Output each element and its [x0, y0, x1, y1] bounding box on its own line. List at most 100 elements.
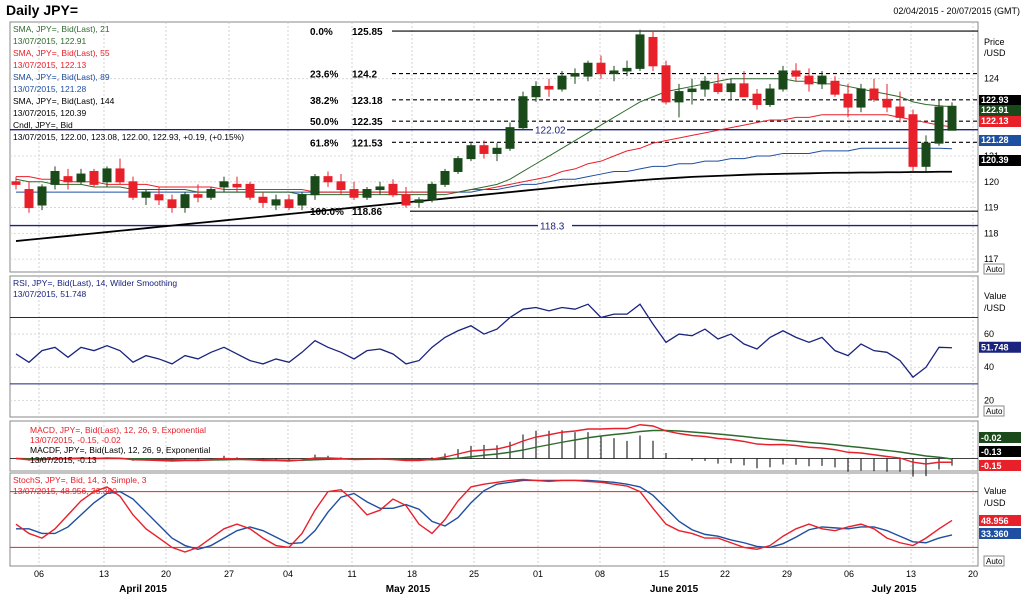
auto-label: Auto [986, 265, 1003, 274]
candle-body [895, 106, 905, 118]
fib-value-label: 125.85 [352, 27, 383, 38]
candle-body [570, 73, 580, 77]
candle-body [674, 91, 684, 103]
hline-label-bg [533, 123, 567, 135]
y-axis-label: Value [984, 486, 1006, 496]
candle-body [115, 168, 125, 183]
x-tick-label: 13 [906, 569, 916, 579]
candle-body [583, 62, 593, 77]
candle-body [24, 189, 34, 209]
y-axis-label: /USD [984, 48, 1006, 58]
price-value-box [979, 155, 1021, 166]
legend-name: Cndl, JPY=, Bid [13, 120, 73, 130]
auto-label: Auto [986, 407, 1003, 416]
legend-name: SMA, JPY=, Bid(Last), 55 [13, 48, 110, 58]
macd-value-box [979, 460, 1021, 471]
legend-value: 13/07/2015, 121.28 [13, 84, 87, 94]
candle-body [76, 173, 86, 183]
candle-body [804, 75, 814, 85]
month-label: April 2015 [119, 584, 167, 595]
fib-value-label: 123.18 [352, 96, 383, 107]
fib-pct-label: 38.2% [310, 96, 338, 107]
candle-body [869, 88, 879, 100]
candle-body [544, 85, 554, 90]
candle-body [700, 80, 710, 90]
month-label: May 2015 [386, 584, 431, 595]
candle-body [622, 67, 632, 72]
candle-body [531, 85, 541, 98]
y-axis-label: /USD [984, 303, 1006, 313]
x-tick-label: 18 [407, 569, 417, 579]
legend-name: SMA, JPY=, Bid(Last), 144 [13, 96, 115, 106]
legend-value: 13/07/2015, 122.13 [13, 60, 87, 70]
stoch-k-line [15, 478, 953, 553]
stoch-legend: StochS, JPY=, Bid, 14, 3, Simple, 3 [13, 475, 147, 485]
candle-body [648, 36, 658, 67]
candle-body [362, 189, 372, 198]
macd-legend: MACDF, JPY=, Bid(Last), 12, 26, 9, Expon… [30, 445, 210, 455]
stoch-value-box [979, 515, 1021, 526]
macd-legend: 13/07/2015, -0.15, -0.02 [30, 435, 121, 445]
candle-body [89, 170, 99, 185]
candle-body [505, 127, 515, 149]
sma144-line [15, 170, 952, 242]
macd-legend: 13/07/2015, -0.13 [30, 455, 97, 465]
candle-body [713, 83, 723, 93]
candle-body [102, 168, 112, 183]
panel-frame-rsi [9, 275, 979, 418]
price-value-box [979, 105, 1021, 116]
candle-body [193, 194, 203, 198]
fib-value-label: 124.2 [352, 70, 377, 81]
hline-label: 118.3 [540, 222, 565, 233]
x-tick-label: 20 [161, 569, 171, 579]
panel-frame-macd [9, 420, 979, 472]
macd-value-box [979, 432, 1021, 443]
candle-body [609, 70, 619, 75]
y-tick-label: 40 [984, 362, 994, 372]
candle-body [908, 114, 918, 167]
candle-body [167, 199, 177, 209]
candle-body [635, 34, 645, 69]
x-tick-label: 06 [34, 569, 44, 579]
price-value-label: 122.93 [981, 95, 1009, 105]
candle-body [50, 170, 60, 185]
x-tick-label: 08 [595, 569, 605, 579]
y-tick-label: 117 [984, 254, 998, 264]
legend-value: 13/07/2015, 122.00, 123.08, 122.00, 122.… [13, 132, 244, 142]
rsi-line [15, 303, 953, 379]
candle-body [388, 183, 398, 196]
candle-body [882, 98, 892, 108]
y-tick-label: 120 [984, 177, 999, 187]
candle-body [778, 70, 788, 90]
stoch-value-label: 48.956 [981, 516, 1009, 526]
x-tick-label: 06 [844, 569, 854, 579]
hline-label: 122.02 [535, 126, 566, 137]
candle-body [453, 158, 463, 172]
rsi-value-label: 51.748 [981, 343, 1009, 353]
candle-body [63, 176, 73, 183]
legend-name: SMA, JPY=, Bid(Last), 21 [13, 24, 110, 34]
macd-signal-line [15, 429, 953, 461]
hline-label-bg [538, 219, 572, 231]
candle-body [947, 105, 957, 131]
auto-label: Auto [986, 557, 1003, 566]
price-value-box [979, 116, 1021, 127]
stoch-value-label: 33.360 [981, 529, 1009, 539]
x-tick-label: 22 [720, 569, 730, 579]
macd-value-label: -0.02 [981, 433, 1002, 443]
price-value-label: 122.91 [981, 105, 1009, 115]
fib-value-label: 122.35 [352, 117, 383, 128]
auto-button [983, 555, 1005, 567]
candle-body [687, 88, 697, 93]
x-tick-label: 04 [283, 569, 293, 579]
candle-body [440, 170, 450, 185]
fib-pct-label: 23.6% [310, 70, 338, 81]
macd-value-box [979, 446, 1021, 457]
stoch-d-line [16, 479, 953, 550]
candle-body [817, 75, 827, 85]
y-axis-label: Value [984, 291, 1006, 301]
x-tick-label: 15 [659, 569, 669, 579]
candle-body [258, 196, 268, 203]
legend-name: SMA, JPY=, Bid(Last), 89 [13, 72, 110, 82]
candle-body [726, 83, 736, 93]
